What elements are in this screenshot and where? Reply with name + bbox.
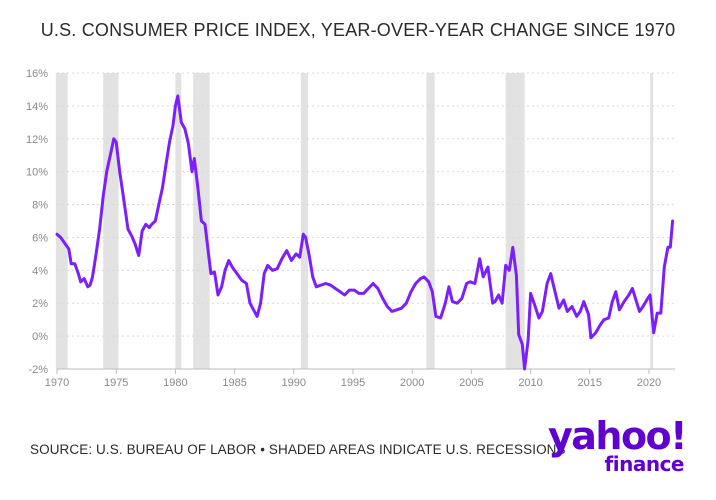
recession-band-7 xyxy=(650,73,654,369)
x-tick-label: 2020 xyxy=(637,377,661,389)
x-tick-label: 2010 xyxy=(518,377,542,389)
x-tick-label: 1995 xyxy=(341,377,365,389)
y-tick-label: 2% xyxy=(32,298,48,310)
recession-bands xyxy=(55,73,654,369)
source-note: SOURCE: U.S. BUREAU OF LABOR • SHADED AR… xyxy=(30,442,566,457)
logo-finance-text: finance xyxy=(604,452,685,476)
gridlines xyxy=(57,72,675,370)
x-tick-label: 2015 xyxy=(578,377,602,389)
y-tick-label: 14% xyxy=(26,101,48,113)
x-tick-label: 1975 xyxy=(104,377,128,389)
x-tick-label: 2005 xyxy=(459,377,483,389)
x-axis: 1970 1975 1980 1985 1990 1995 2000 2005 2010 2015… xyxy=(45,368,675,389)
y-tick-label: 10% xyxy=(26,167,48,179)
x-tick-label: 1970 xyxy=(45,377,69,389)
x-tick-label: 1990 xyxy=(282,377,306,389)
logo-yahoo-text: yahoo! xyxy=(547,414,688,458)
y-tick-label: 8% xyxy=(32,200,48,212)
recession-band-1 xyxy=(103,73,119,369)
x-tick-label: 1980 xyxy=(163,377,187,389)
recession-band-2 xyxy=(175,73,182,369)
chart-title: U.S. CONSUMER PRICE INDEX, YEAR-OVER-YEA… xyxy=(40,20,676,40)
recession-band-4 xyxy=(300,73,308,369)
y-tick-label: 4% xyxy=(32,265,48,277)
recession-band-0 xyxy=(55,73,68,369)
y-tick-label: 0% xyxy=(32,331,48,343)
y-tick-label: 6% xyxy=(32,232,48,244)
cpi-series-line xyxy=(55,94,675,371)
yahoo-finance-logo: yahoo! finance xyxy=(548,416,698,480)
x-tick-label: 1985 xyxy=(222,377,246,389)
recession-band-6 xyxy=(505,73,525,369)
y-tick-label: 12% xyxy=(26,134,48,146)
y-tick-label: -2% xyxy=(28,364,48,376)
x-tick-label: 2000 xyxy=(400,377,424,389)
y-tick-label: 16% xyxy=(26,68,48,80)
recession-band-5 xyxy=(426,73,435,369)
y-axis: -2% 0% 2% 4% 6% 8% 10% 12% 14% 16% xyxy=(26,68,48,376)
